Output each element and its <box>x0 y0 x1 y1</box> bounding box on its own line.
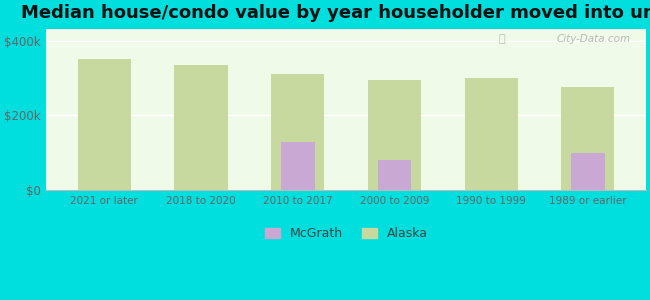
Bar <box>174 65 228 190</box>
Title: Median house/condo value by year householder moved into unit: Median house/condo value by year househo… <box>21 4 650 22</box>
Bar <box>571 153 605 190</box>
Bar <box>281 142 315 190</box>
Bar <box>271 74 324 190</box>
Text: City-Data.com: City-Data.com <box>556 34 631 44</box>
Bar <box>78 59 131 190</box>
Bar <box>368 80 421 190</box>
Bar <box>378 160 411 190</box>
Text: ⓘ: ⓘ <box>499 34 506 44</box>
Legend: McGrath, Alaska: McGrath, Alaska <box>259 222 432 245</box>
Bar <box>465 78 517 190</box>
Bar <box>561 87 614 190</box>
